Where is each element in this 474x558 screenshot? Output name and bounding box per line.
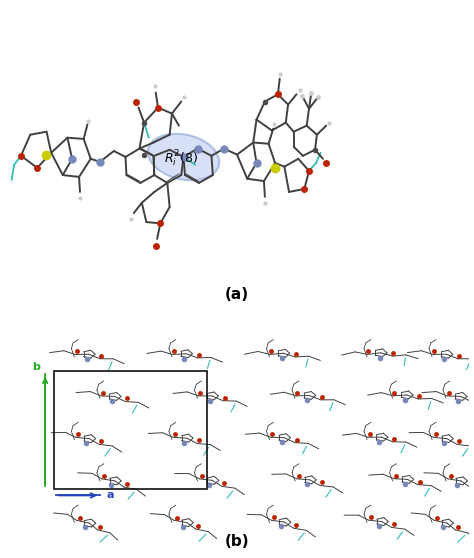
Bar [54, 371, 207, 489]
Text: a: a [107, 490, 114, 501]
Ellipse shape [148, 134, 219, 180]
Text: $R_i^2(8)$: $R_i^2(8)$ [164, 148, 198, 169]
Text: (a): (a) [225, 287, 249, 302]
Text: (b): (b) [225, 535, 249, 550]
Text: b: b [32, 363, 40, 373]
